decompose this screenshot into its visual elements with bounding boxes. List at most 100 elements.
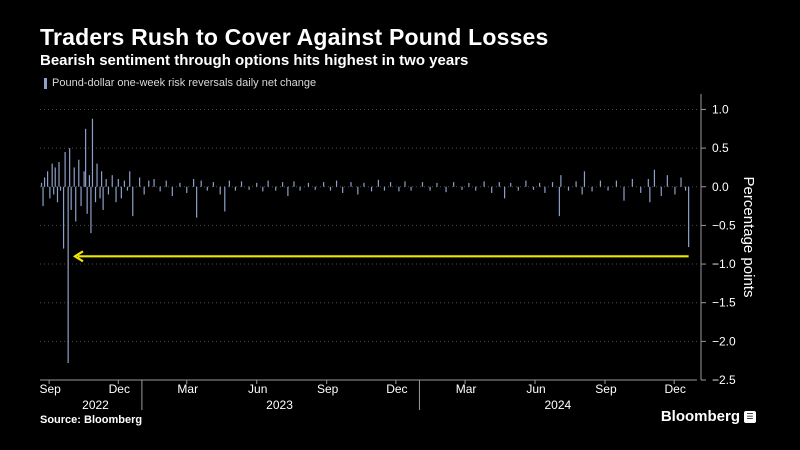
bar [115, 186, 117, 203]
bar [267, 180, 269, 187]
bar [69, 148, 71, 187]
bar [525, 180, 527, 187]
bar [680, 177, 682, 187]
bar [404, 181, 406, 187]
x-tick-label: Dec [665, 382, 686, 396]
bar [64, 151, 66, 187]
bar [102, 186, 104, 210]
bar [281, 182, 284, 187]
bar [117, 179, 119, 187]
bar [234, 186, 237, 191]
bar [70, 186, 72, 210]
bar [78, 159, 80, 187]
bar [674, 186, 676, 195]
bar [105, 179, 107, 187]
bar [153, 179, 155, 187]
bar [62, 186, 65, 249]
x-year-label: 2022 [82, 398, 109, 412]
bar [299, 186, 301, 191]
bar [660, 186, 662, 197]
y-tick-label: −2.5 [712, 373, 736, 387]
bar [240, 181, 243, 187]
bar [179, 182, 181, 187]
bar [43, 177, 46, 187]
chart-legend: Pound-dollar one-week risk reversals dai… [44, 77, 316, 89]
bar [483, 181, 485, 187]
bar [90, 186, 92, 234]
bar [532, 186, 535, 190]
x-tick-label: Sep [39, 382, 61, 396]
bar [647, 179, 649, 187]
bar [649, 186, 651, 203]
bar [575, 181, 577, 187]
bar [75, 186, 77, 222]
bar [54, 167, 56, 187]
bar [193, 179, 195, 187]
x-year-label: 2024 [544, 398, 571, 412]
bar [143, 186, 145, 195]
x-tick-label: Sep [595, 382, 617, 396]
bar [59, 186, 62, 191]
bar [42, 186, 44, 207]
bar [615, 180, 617, 187]
bar [498, 182, 500, 187]
x-year-label: 2023 [266, 398, 293, 412]
bar [53, 186, 55, 195]
bar [510, 182, 512, 187]
bar [159, 186, 161, 192]
bar [544, 186, 546, 193]
y-tick-label: −1.5 [712, 296, 736, 310]
bar [129, 171, 131, 187]
bar [370, 186, 373, 192]
annotation-arrowhead [72, 250, 84, 263]
bar [445, 186, 447, 193]
bar [85, 128, 87, 187]
bar [206, 186, 208, 191]
x-tick-label: Jun [526, 382, 545, 396]
x-tick-label: Mar [177, 382, 198, 396]
x-tick-label: Mar [456, 382, 477, 396]
bar [342, 186, 344, 193]
bar [581, 186, 583, 195]
bar [80, 186, 82, 207]
bar [551, 182, 554, 187]
bar [329, 186, 332, 191]
bar [453, 182, 455, 187]
bar [51, 163, 53, 187]
bloomberg-logo: Bloomberg ☰ [661, 408, 756, 425]
source-note: Source: Bloomberg [40, 414, 143, 426]
bar [684, 186, 687, 191]
bar [410, 186, 412, 191]
bar [314, 186, 316, 190]
bar [335, 180, 338, 187]
bar [107, 186, 110, 195]
bar [132, 186, 134, 217]
bar [275, 186, 277, 191]
bar [86, 186, 88, 214]
bar [599, 180, 602, 187]
bar [383, 186, 386, 191]
bar [363, 182, 365, 187]
bar [94, 186, 97, 203]
y-tick-label: −0.5 [712, 218, 736, 232]
bar [491, 186, 493, 193]
bar [631, 179, 633, 187]
bar [186, 186, 188, 193]
bar [91, 118, 94, 187]
bar [623, 186, 625, 201]
bar [350, 182, 352, 187]
bar [165, 180, 167, 187]
bar [100, 171, 103, 187]
bar [461, 186, 463, 190]
bar [323, 182, 325, 187]
bar [120, 186, 122, 199]
y-axis-label: Percentage points [740, 177, 757, 298]
bar [200, 180, 202, 187]
bar [377, 179, 379, 187]
bar [196, 186, 198, 218]
bar [389, 182, 392, 187]
bar [47, 171, 49, 187]
brand-name: Bloomberg [660, 408, 740, 425]
bar [88, 175, 91, 187]
bar [212, 182, 214, 187]
